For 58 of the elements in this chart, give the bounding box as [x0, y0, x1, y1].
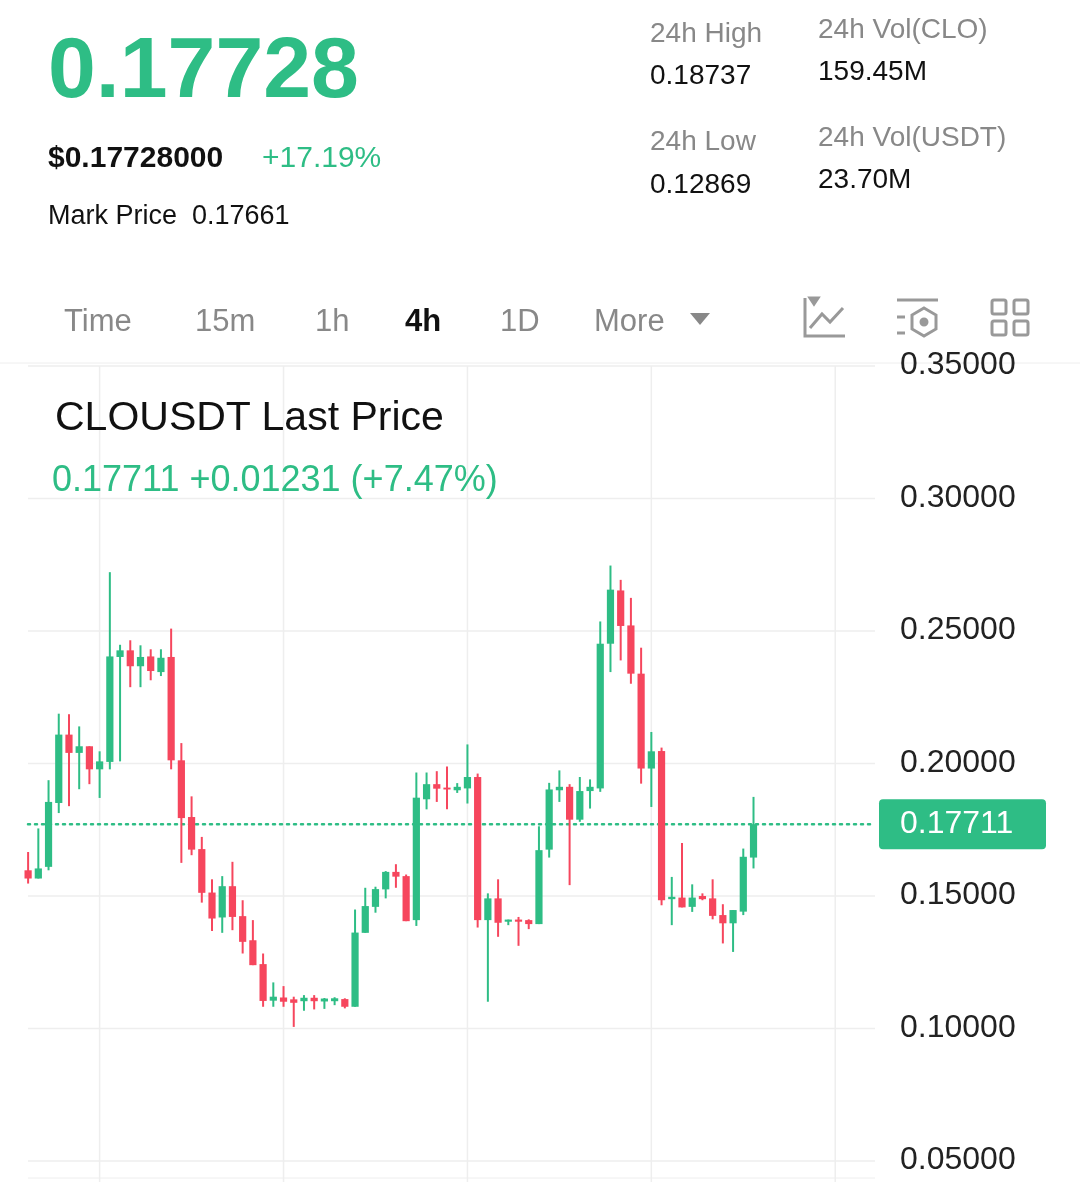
candlestick	[65, 713, 73, 808]
text: 15m	[195, 303, 256, 338]
candlestick	[136, 644, 145, 689]
candlestick	[147, 648, 155, 682]
candlestick	[729, 909, 737, 953]
text: +17.19%	[262, 140, 382, 173]
text: 24h Low	[650, 125, 757, 156]
candlestick	[678, 842, 686, 909]
candlestick	[116, 643, 124, 763]
candlestick	[269, 981, 277, 1008]
text: 159.45M	[818, 55, 927, 86]
y-tick-label: 0.05000	[900, 1140, 1016, 1177]
candlestick	[514, 915, 523, 947]
text: More	[594, 303, 665, 338]
text: 1D	[500, 303, 540, 338]
candlestick	[96, 750, 104, 799]
text: 0.18737	[650, 59, 752, 90]
text: 0.12869	[650, 168, 752, 199]
text: Time	[64, 303, 132, 338]
candlestick	[85, 745, 94, 786]
candlestick	[279, 985, 288, 1008]
text: CLOUSDT Last Price	[55, 393, 444, 439]
candlestick	[24, 851, 32, 885]
ref-line-label: 0.17711	[900, 803, 1014, 840]
candlestick	[382, 870, 390, 900]
text: $0.17728000	[48, 140, 224, 173]
candlestick	[34, 827, 42, 880]
candlestick	[484, 892, 492, 1003]
y-tick-label: 0.20000	[900, 742, 1016, 779]
candlestick	[422, 771, 431, 811]
y-tick-label: 0.30000	[900, 477, 1016, 514]
candlestick	[709, 878, 717, 921]
candlestick	[688, 883, 696, 913]
candlestick	[75, 725, 83, 791]
candlestick	[157, 648, 165, 678]
candlestick	[586, 778, 594, 810]
text: 1h	[315, 303, 350, 338]
y-tick-label: 0.25000	[900, 610, 1016, 647]
candlestick	[126, 639, 134, 689]
candlestick	[433, 770, 441, 803]
candlestick	[290, 995, 298, 1028]
candlestick	[371, 885, 380, 914]
candlestick	[463, 743, 472, 805]
y-tick-label: 0.15000	[900, 875, 1016, 912]
text: Mark Price	[48, 200, 178, 230]
text: 23.70M	[818, 163, 912, 194]
text: 0.17728	[48, 19, 359, 115]
text: 4h	[405, 303, 442, 338]
y-tick-label: 0.35000	[900, 345, 1016, 382]
text: 0.17661	[192, 200, 290, 230]
text: 0.17711 +0.01231 (+7.47%)	[52, 458, 498, 499]
text: 24h Vol(USDT)	[818, 121, 1007, 152]
text: 24h Vol(CLO)	[818, 13, 988, 44]
candlestick	[392, 863, 400, 889]
y-tick-label: 0.10000	[900, 1007, 1016, 1044]
candlestick	[647, 730, 655, 808]
text: 24h High	[650, 17, 763, 48]
candlestick	[719, 903, 727, 945]
